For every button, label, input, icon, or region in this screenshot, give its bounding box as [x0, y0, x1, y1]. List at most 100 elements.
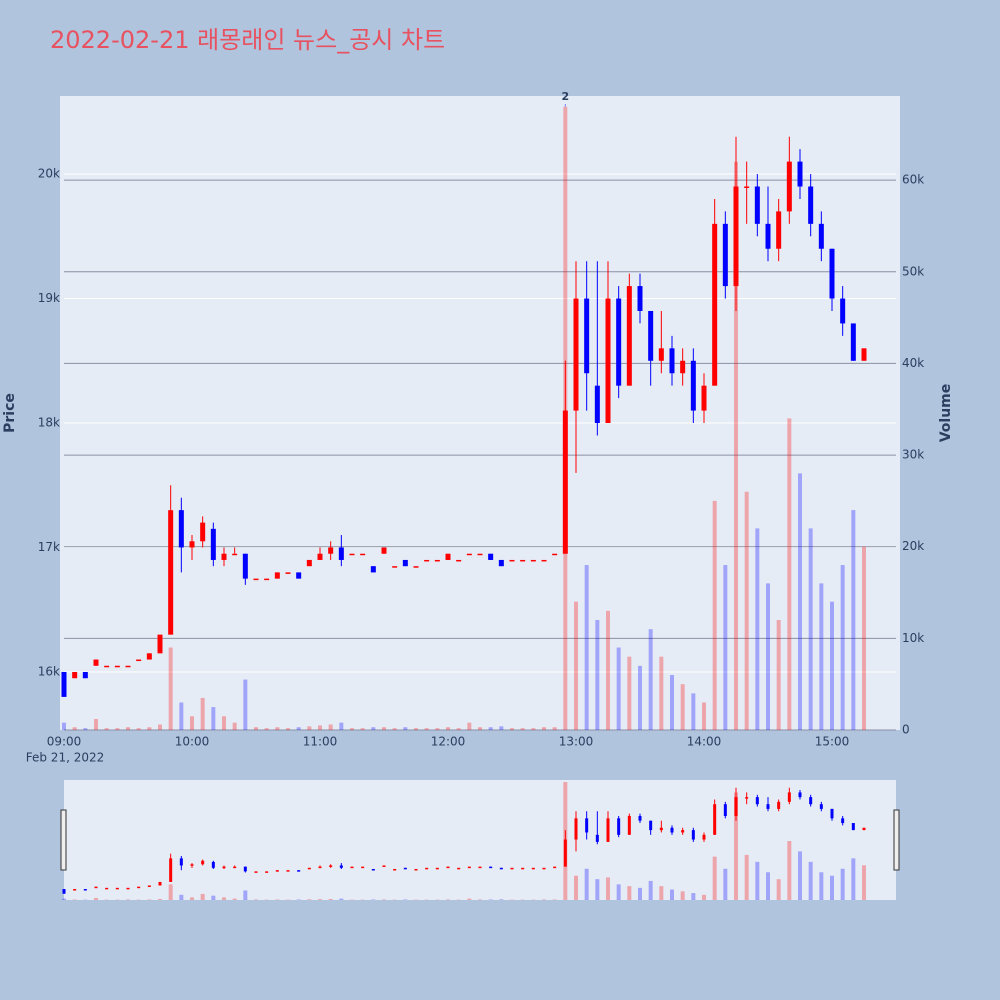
candle-body: [381, 547, 387, 554]
mini-volume-bar: [574, 875, 578, 900]
mini-candle-body: [723, 804, 727, 816]
mini-candle-body: [435, 867, 439, 870]
candle-body: [530, 559, 536, 562]
candle-body: [72, 671, 78, 679]
volume-bar: [350, 728, 354, 730]
mini-volume-bar: [339, 898, 344, 900]
slider-handle[interactable]: [60, 809, 67, 871]
mini-candle-body: [617, 818, 621, 835]
volume-bar: [552, 727, 557, 730]
mini-candle-body: [766, 804, 770, 809]
volume-bar: [478, 727, 482, 730]
volume-bar: [766, 583, 770, 730]
mini-candle-body: [691, 830, 695, 840]
mini-candle-body: [403, 867, 407, 870]
volume-bar: [382, 727, 386, 730]
mini-volume-bar: [94, 897, 98, 900]
mini-volume-bar: [712, 856, 717, 900]
mini-candle-body: [809, 797, 813, 805]
volume-bar: [510, 728, 514, 730]
volume-bar: [456, 728, 461, 730]
mini-volume-bar: [755, 861, 760, 900]
mini-candle-body: [627, 815, 631, 835]
mini-candle-body: [126, 887, 130, 890]
volume-bar: [264, 728, 269, 730]
volume-bar: [488, 727, 493, 730]
volume-bar: [200, 697, 205, 730]
volume-bar: [659, 656, 664, 730]
volume-bar: [296, 727, 301, 730]
range-slider[interactable]: [64, 780, 896, 900]
mini-candle-body: [83, 889, 87, 891]
mini-candle-body: [542, 867, 546, 870]
volume-bar: [83, 728, 88, 730]
mini-candle-body: [734, 797, 738, 816]
volume-bar: [531, 728, 536, 730]
mini-volume-bar: [584, 868, 589, 900]
volume-bar: [691, 693, 696, 730]
slider-handle[interactable]: [893, 809, 900, 871]
candle-body: [370, 566, 376, 573]
volume-bar: [115, 728, 120, 730]
mini-volume-bar: [179, 894, 184, 900]
mini-volume-bar: [776, 879, 781, 900]
volume-bar: [254, 727, 258, 730]
mini-candle-body: [574, 818, 578, 840]
volume-bar: [275, 727, 280, 730]
candle-body: [274, 572, 280, 579]
volume-bar: [424, 728, 429, 730]
candle-body: [242, 553, 248, 579]
volume-bar: [414, 728, 418, 730]
y2-tick-label: 20k: [902, 539, 924, 553]
mini-volume-bar: [734, 792, 738, 900]
volume-bar: [318, 725, 322, 730]
mini-volume-bar: [307, 899, 312, 900]
mini-volume-bar: [723, 868, 728, 900]
candle-body: [317, 553, 323, 560]
mini-volume-bar: [638, 887, 642, 900]
candle-body: [360, 553, 366, 556]
mini-candle-body: [425, 867, 429, 870]
y2-tick-label: 10k: [902, 631, 924, 645]
candle-body: [488, 553, 494, 560]
mini-volume-bar: [819, 872, 824, 900]
candle-body: [200, 522, 206, 542]
candle-body: [594, 385, 600, 424]
y2-tick-label: 30k: [902, 448, 924, 462]
candle-body: [658, 348, 664, 361]
mini-candle-body: [830, 808, 834, 819]
volume-bar: [851, 510, 856, 730]
candle-body: [509, 559, 515, 562]
mini-volume-bar: [744, 854, 749, 900]
candle-body: [541, 559, 547, 562]
candle-body: [125, 665, 131, 668]
candle-body: [712, 223, 718, 386]
mini-candle-body: [446, 866, 450, 869]
mini-candle-body: [649, 820, 653, 831]
candle-body: [552, 553, 558, 556]
mini-candle-body: [233, 866, 237, 869]
mini-volume-bar: [158, 898, 162, 900]
mini-candle-body: [531, 867, 535, 870]
volume-bar: [680, 684, 685, 730]
mini-candle-body: [499, 867, 503, 870]
candle-body: [253, 578, 259, 581]
mini-candle-body: [73, 889, 77, 891]
mini-volume-bar: [862, 865, 866, 900]
mini-candle-body: [62, 889, 66, 894]
volume-bar: [499, 726, 504, 730]
candle-body: [733, 186, 739, 287]
mini-candle-body: [606, 818, 610, 842]
volume-bar: [211, 707, 216, 730]
volume-bar: [702, 702, 706, 730]
mini-volume-bar: [595, 879, 600, 900]
candle-body: [466, 553, 472, 556]
mini-volume-bar: [211, 895, 216, 900]
mini-candle-body: [222, 866, 226, 869]
mini-volume-bar: [798, 851, 802, 900]
mini-candle-body: [350, 866, 354, 869]
volume-bar: [787, 418, 792, 730]
candle-body: [850, 323, 856, 361]
volume-bar: [328, 724, 333, 730]
mini-candle-body: [105, 887, 109, 890]
